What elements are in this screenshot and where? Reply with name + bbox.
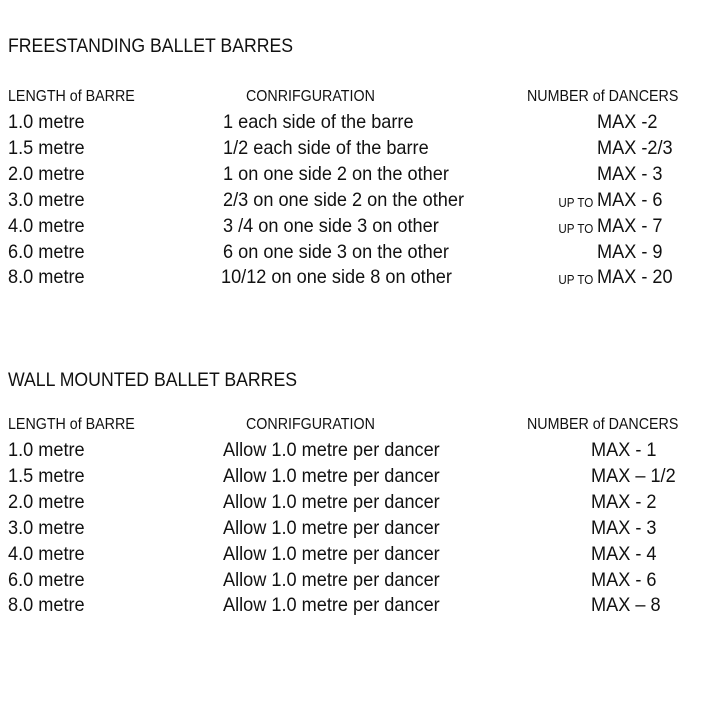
dancers-value: MAX - 4: [591, 542, 657, 565]
row-length: 8.0 metre: [8, 266, 85, 289]
row-configuration: Allow 1.0 metre per dancer: [223, 439, 440, 461]
row-length: 1.5 metre: [8, 136, 85, 159]
row-length: 4.0 metre: [8, 214, 85, 237]
dancers-value: MAX - 20: [597, 266, 673, 289]
row-dancers: MAX - 3: [597, 163, 663, 186]
row-configuration: Allow 1.0 metre per dancer: [223, 568, 440, 591]
row-configuration: 1/2 each side of the barre: [223, 136, 429, 159]
row-length: 8.0 metre: [8, 594, 85, 617]
row-dancers: MAX - 6: [591, 569, 657, 592]
row-dancers: MAX - 9: [597, 241, 663, 264]
dancers-value: MAX - 6: [591, 568, 657, 591]
row-length: 6.0 metre: [8, 240, 85, 263]
dancers-value: MAX – 1/2: [591, 464, 676, 487]
row-length: 4.0 metre: [8, 542, 85, 565]
dancers-value: MAX - 2: [591, 490, 657, 513]
row-configuration: 1 each side of the barre: [223, 111, 414, 133]
dancers-value: MAX - 7: [597, 214, 663, 237]
row-configuration: 3 /4 on one side 3 on other: [223, 214, 439, 237]
dancers-value: MAX – 8: [591, 594, 661, 617]
row-dancers: MAX – 8: [591, 594, 661, 617]
header-dancers: NUMBER of DANCERS: [527, 416, 679, 433]
row-configuration: 6 on one side 3 on the other: [223, 240, 449, 263]
header-configuration: CONRIFGURATION: [246, 88, 375, 105]
dancers-value: MAX - 1: [591, 439, 657, 461]
dancers-value: MAX - 3: [591, 516, 657, 539]
row-configuration: Allow 1.0 metre per dancer: [223, 516, 440, 539]
section-title: WALL MOUNTED BALLET BARRES: [8, 370, 298, 391]
row-length: 1.5 metre: [8, 464, 85, 487]
row-configuration: Allow 1.0 metre per dancer: [223, 490, 440, 513]
row-dancers: MAX - 2: [591, 491, 657, 514]
row-configuration: Allow 1.0 metre per dancer: [223, 542, 440, 565]
row-dancers: MAX -2/3: [597, 137, 673, 160]
row-length: 2.0 metre: [8, 490, 85, 513]
row-length: 1.0 metre: [8, 111, 85, 133]
header-length: LENGTH of BARRE: [8, 88, 135, 105]
row-configuration: 1 on one side 2 on the other: [223, 162, 449, 185]
row-dancers: MAX – 1/2: [591, 465, 676, 488]
row-dancers: MAX - 3: [591, 517, 657, 540]
row-length: 1.0 metre: [8, 439, 85, 461]
dancers-value: MAX -2/3: [597, 136, 673, 159]
header-configuration: CONRIFGURATION: [246, 416, 375, 433]
up-to-prefix: UP TO: [558, 221, 594, 236]
row-length: 3.0 metre: [8, 516, 85, 539]
dancers-value: MAX - 9: [597, 240, 663, 263]
row-configuration: Allow 1.0 metre per dancer: [223, 464, 440, 487]
dancers-value: MAX -2: [597, 111, 658, 133]
row-length: 6.0 metre: [8, 568, 85, 591]
up-to-prefix: UP TO: [558, 195, 594, 210]
row-configuration: 2/3 on one side 2 on the other: [223, 188, 464, 211]
row-configuration: 10/12 on one side 8 on other: [221, 266, 452, 289]
row-dancers: UP TO MAX - 7: [558, 214, 663, 238]
header-dancers: NUMBER of DANCERS: [527, 88, 679, 105]
header-length: LENGTH of BARRE: [8, 416, 135, 433]
row-length: 3.0 metre: [8, 188, 85, 211]
dancers-value: MAX - 3: [597, 162, 663, 185]
row-dancers: UP TO MAX - 6: [558, 188, 663, 212]
section-title: FREESTANDING BALLET BARRES: [8, 36, 294, 57]
up-to-prefix: UP TO: [558, 273, 594, 288]
row-dancers: MAX - 1: [591, 439, 657, 462]
dancers-value: MAX - 6: [597, 188, 663, 211]
row-dancers: MAX - 4: [591, 543, 657, 566]
row-length: 2.0 metre: [8, 162, 85, 185]
row-configuration: Allow 1.0 metre per dancer: [223, 594, 440, 617]
row-dancers: MAX -2: [597, 111, 657, 134]
row-dancers: UP TO MAX - 20: [558, 266, 673, 289]
